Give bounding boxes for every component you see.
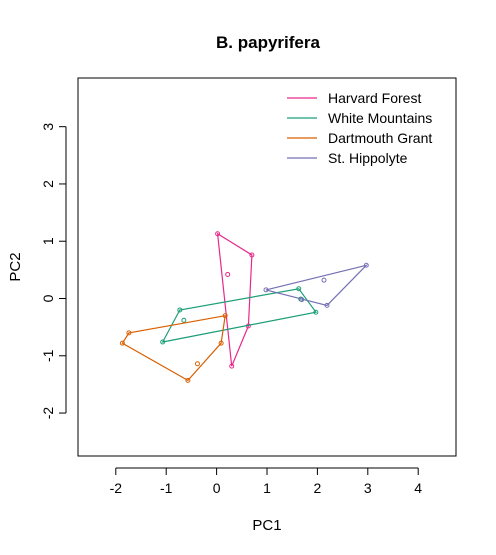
point-dartmouth-grant	[126, 330, 132, 336]
point-harvard-forest	[249, 252, 255, 258]
y-tick-label: 2	[40, 180, 56, 188]
x-tick-label: 3	[364, 480, 372, 496]
y-tick-label: -2	[40, 407, 56, 420]
point-st-hippolyte	[363, 262, 369, 268]
hull-st-hippolyte	[265, 264, 369, 307]
plot-frame	[77, 77, 457, 457]
point-white-mountains	[296, 286, 302, 292]
point-dartmouth-grant	[222, 313, 228, 319]
point-st-hippolyte	[324, 302, 330, 308]
x-tick-label: 4	[414, 480, 422, 496]
y-axis: -2 -1 0 1 2 3	[40, 123, 67, 420]
point-dartmouth-grant	[119, 340, 125, 346]
point-white-mountains	[160, 339, 166, 345]
x-tick-label: -2	[110, 480, 123, 496]
point-white-mountains	[181, 317, 187, 323]
point-st-hippolyte	[321, 277, 327, 283]
point-dartmouth-grant	[218, 340, 224, 346]
legend-item-harvard-forest: Harvard Forest	[287, 90, 421, 106]
x-axis: -2 -1 0 1 2 3 4	[110, 467, 422, 496]
point-dartmouth-grant	[194, 361, 200, 367]
hull-harvard-forest	[216, 232, 253, 367]
legend-item-st-hippolyte: St. Hippolyte	[287, 150, 408, 166]
hull-dartmouth-grant	[121, 314, 226, 382]
legend-label: Dartmouth Grant	[328, 130, 432, 146]
chart-title: B. papyrifera	[216, 33, 320, 52]
series-harvard-forest	[215, 231, 255, 369]
legend-label: White Mountains	[328, 110, 432, 126]
series-layer	[119, 231, 369, 383]
legend-item-dartmouth-grant: Dartmouth Grant	[287, 130, 432, 146]
x-tick-label: 0	[213, 480, 221, 496]
x-tick-label: -1	[160, 480, 173, 496]
legend-item-white-mountains: White Mountains	[287, 110, 432, 126]
x-tick-label: 1	[263, 480, 271, 496]
series-white-mountains	[160, 286, 319, 345]
x-tick-label: 2	[314, 480, 322, 496]
point-harvard-forest	[215, 231, 221, 237]
legend: Harvard Forest White Mountains Dartmouth G…	[287, 90, 432, 166]
series-st-hippolyte	[263, 262, 369, 308]
point-white-mountains	[177, 307, 183, 313]
y-tick-label: 3	[40, 123, 56, 131]
point-st-hippolyte	[263, 287, 269, 293]
series-dartmouth-grant	[119, 313, 228, 383]
y-tick-label: 1	[40, 237, 56, 245]
y-axis-label: PC2	[7, 252, 24, 281]
point-harvard-forest	[229, 363, 235, 369]
x-axis-label: PC1	[252, 517, 281, 534]
hull-white-mountains	[161, 288, 317, 343]
y-tick-label: -1	[40, 349, 56, 362]
legend-label: Harvard Forest	[328, 90, 421, 106]
point-st-hippolyte	[299, 297, 305, 303]
point-dartmouth-grant	[185, 377, 191, 383]
y-tick-label: 0	[40, 294, 56, 302]
legend-label: St. Hippolyte	[328, 150, 408, 166]
point-harvard-forest	[225, 271, 231, 277]
point-white-mountains	[313, 309, 319, 315]
